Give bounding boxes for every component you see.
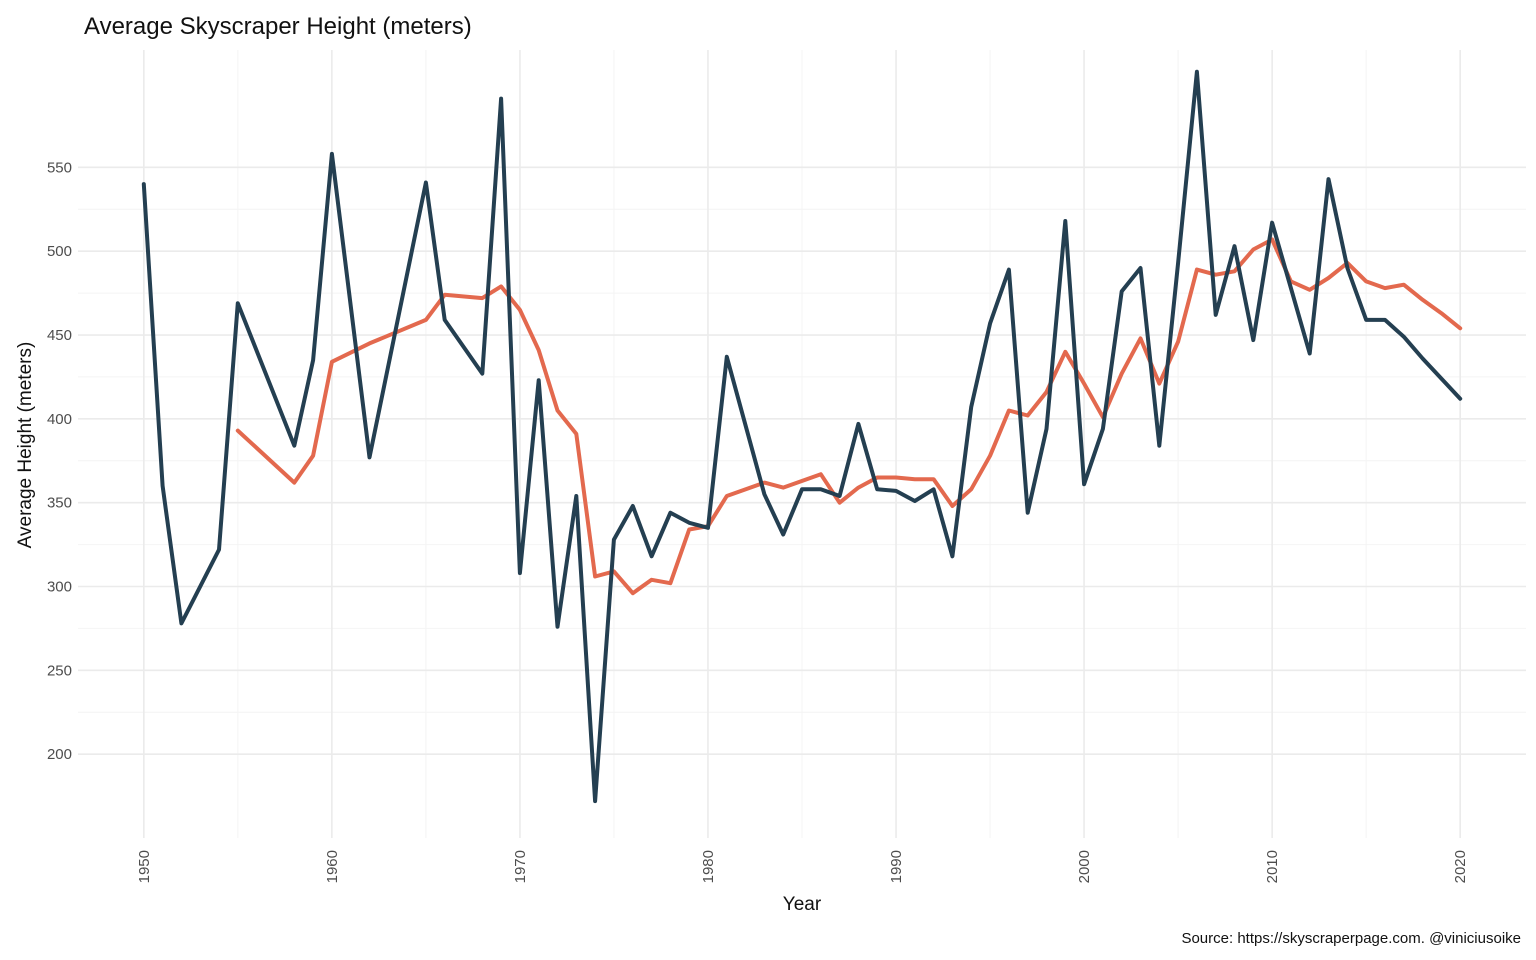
y-tick-label: 500 (47, 243, 72, 260)
y-tick-label: 250 (47, 662, 72, 679)
source-caption: Source: https://skyscraperpage.com. @vin… (1181, 930, 1521, 947)
y-axis-label: Average Height (meters) (15, 342, 36, 549)
series-lines (141, 69, 1463, 804)
x-tick-label: 2020 (1452, 850, 1469, 883)
x-tick-label: 1960 (324, 850, 341, 883)
x-tick-label: 1950 (136, 850, 153, 883)
y-tick-label: 200 (47, 746, 72, 763)
chart-title: Average Skyscraper Height (meters) (84, 13, 472, 40)
series-line-1 (141, 69, 1463, 804)
x-tick-label: 2000 (1076, 850, 1093, 883)
minor-gridlines (78, 50, 1526, 838)
x-tick-label: 1980 (700, 850, 717, 883)
y-tick-label: 400 (47, 411, 72, 428)
x-axis-label: Year (783, 894, 822, 915)
y-tick-label: 300 (47, 579, 72, 596)
series-line-2 (235, 237, 1463, 596)
y-tick-label: 450 (47, 327, 72, 344)
y-tick-label: 350 (47, 495, 72, 512)
x-tick-label: 1990 (888, 850, 905, 883)
x-tick-label: 2010 (1264, 850, 1281, 883)
y-axis-ticks: 200 250 300 350 400 450 500 550 (47, 159, 72, 763)
x-tick-label: 1970 (512, 850, 529, 883)
x-axis-ticks: 1950 1960 1970 1980 1990 2000 2010 2020 (136, 850, 1469, 883)
y-tick-label: 550 (47, 159, 72, 176)
